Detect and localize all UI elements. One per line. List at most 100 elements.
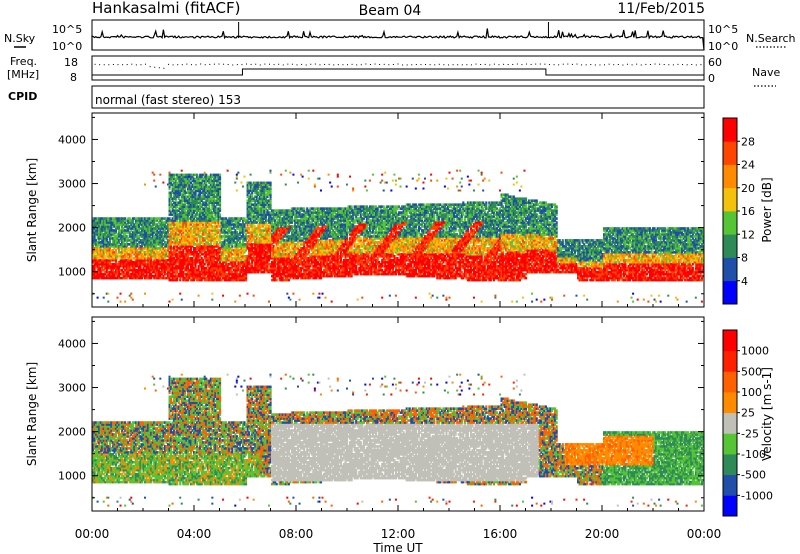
power-cell (137, 276, 141, 280)
power-cell (96, 247, 99, 250)
power-cell (189, 177, 193, 181)
power-cell (156, 219, 159, 222)
power-cell (269, 251, 272, 254)
power-cell (179, 199, 182, 203)
power-cell (171, 175, 174, 179)
power-cell (93, 219, 96, 222)
power-cell (267, 239, 271, 242)
power-cell (185, 231, 188, 234)
power-cell (278, 229, 281, 232)
power-cell (200, 247, 203, 250)
power-cell (261, 201, 264, 204)
power-cell (217, 237, 220, 240)
power-cell (258, 241, 261, 244)
power-cell (122, 249, 125, 252)
power-cell (206, 211, 209, 214)
power-cell (231, 260, 234, 264)
power-cell (116, 247, 119, 250)
power-cell (272, 223, 275, 226)
power-cell (278, 221, 281, 224)
power-cell (297, 181, 300, 184)
power-cell (215, 256, 219, 260)
power-cell (191, 260, 194, 264)
power-cell (257, 201, 260, 204)
power-cell (252, 270, 255, 274)
power-cell (238, 260, 242, 264)
power-cell (128, 219, 131, 222)
power-cell (191, 189, 194, 193)
power-cell (254, 185, 257, 189)
power-cell (170, 274, 173, 278)
power-cell (176, 264, 179, 268)
power-cell (286, 237, 289, 240)
power-cell (208, 219, 211, 222)
power-cell (102, 264, 105, 268)
power-cell (293, 251, 297, 254)
power-cell (211, 201, 214, 204)
power-cell (160, 243, 163, 246)
power-cell (179, 193, 182, 197)
power-cell (258, 213, 261, 216)
power-cell (249, 209, 252, 212)
power-cell (272, 233, 275, 236)
power-cell (144, 256, 147, 260)
nave-dot (411, 64, 413, 66)
power-cell (208, 262, 211, 266)
power-cell (248, 209, 251, 212)
power-cell (113, 235, 116, 238)
power-cell (292, 213, 295, 216)
power-cell (249, 239, 252, 242)
power-cell (171, 187, 174, 191)
power-cell (183, 179, 186, 183)
power-cell (286, 231, 289, 234)
power-cell (287, 270, 290, 274)
power-cell (217, 262, 220, 266)
power-cell (277, 233, 280, 236)
power-cell (196, 229, 199, 232)
power-cell (157, 270, 160, 274)
power-cell (260, 211, 263, 214)
power-cell (284, 219, 287, 222)
power-cell (153, 173, 156, 176)
power-cell (257, 235, 260, 238)
power-cell (301, 252, 304, 256)
power-cell (203, 272, 206, 276)
power-cell (144, 223, 147, 226)
power-cell (140, 235, 144, 238)
nave-dot (640, 64, 642, 66)
power-cell (189, 237, 193, 240)
power-cell (163, 249, 167, 252)
power-cell (267, 183, 271, 187)
power-cell (293, 229, 297, 232)
power-cell (140, 252, 144, 256)
power-cell (102, 260, 105, 264)
power-cell (173, 193, 176, 197)
power-cell (266, 201, 269, 204)
power-cell (231, 241, 234, 244)
power-cell (214, 207, 217, 210)
power-cell (179, 245, 182, 248)
power-cell (275, 252, 278, 256)
power-cell (173, 201, 176, 204)
power-cell (280, 217, 283, 220)
power-cell (300, 260, 303, 264)
power-cell (241, 252, 245, 256)
power-cell (99, 227, 102, 230)
power-cell (272, 260, 275, 264)
power-cell (226, 225, 229, 228)
power-cell (182, 241, 185, 244)
power-cell (248, 227, 251, 230)
power-cell (257, 185, 260, 189)
power-cell (252, 294, 255, 297)
power-cell (263, 251, 266, 254)
power-cell (202, 191, 205, 195)
power-cell (188, 262, 191, 266)
power-cell (125, 225, 128, 228)
power-cell (251, 191, 254, 195)
power-cell (293, 237, 297, 240)
nave-dot (406, 64, 408, 66)
power-cell (199, 243, 202, 246)
power-cell (228, 241, 231, 244)
power-cell (206, 239, 209, 242)
power-cell (237, 243, 240, 246)
